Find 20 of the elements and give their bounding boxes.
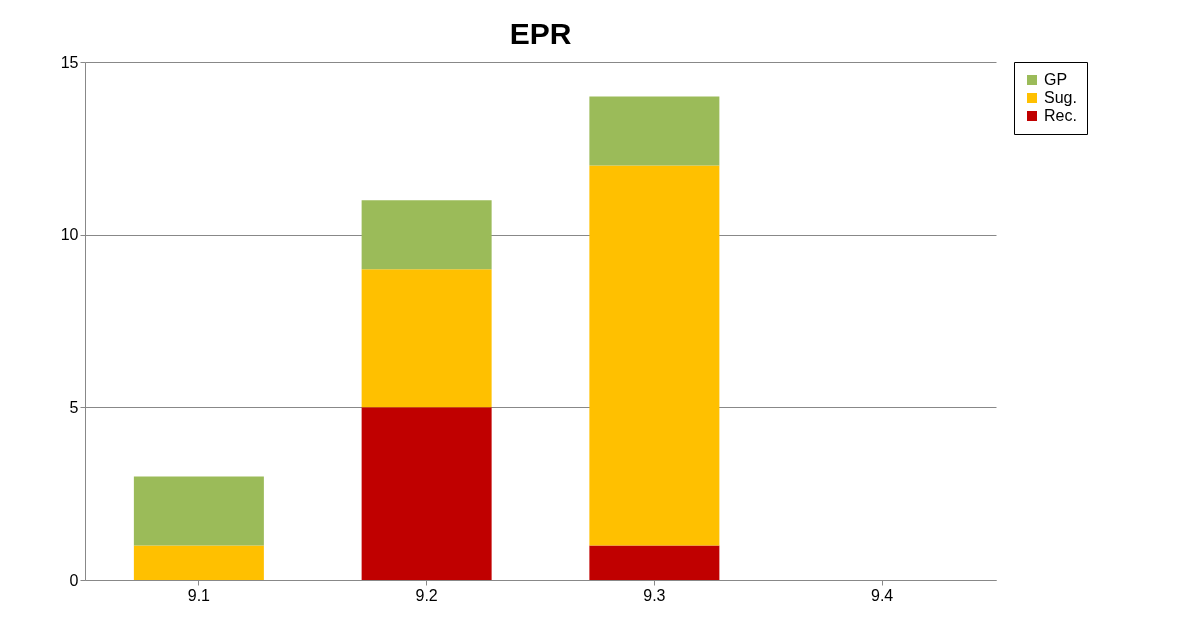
x-tick-label: 9.2 (415, 586, 438, 604)
bar (361, 200, 492, 270)
y-tick-label: 5 (69, 398, 79, 416)
y-tick-label: 10 (60, 226, 79, 244)
y-tick-label: 0 (69, 571, 79, 589)
x-tick-label: 9.3 (643, 586, 666, 604)
bar (133, 545, 264, 580)
legend-label: Sug. (1044, 89, 1077, 106)
bar (361, 407, 492, 580)
x-tick-label: 9.1 (187, 586, 211, 604)
bar (589, 545, 720, 580)
bar (133, 476, 264, 546)
legend-label: Rec. (1044, 107, 1077, 124)
bar (589, 165, 720, 546)
chart-title: EPR (509, 17, 572, 50)
legend-label: GP (1044, 71, 1068, 88)
x-tick-label: 9.4 (871, 586, 894, 604)
bar (361, 269, 492, 408)
bar (589, 96, 720, 166)
y-tick-label: 15 (60, 53, 79, 71)
